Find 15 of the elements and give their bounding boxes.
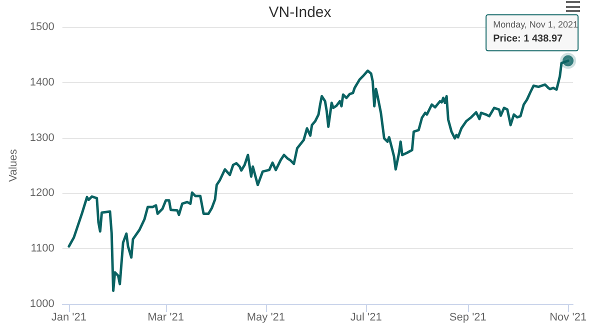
annotation: Monday, Nov 1, 2021 Price: 1 438.97 <box>493 19 578 44</box>
y-tick-label: 1400 <box>30 76 54 88</box>
y-tick-label: 1300 <box>30 132 54 144</box>
x-tick-label: Sep '21 <box>449 312 486 324</box>
y-tick-label: 1500 <box>30 21 54 33</box>
x-tick-label: Nov '21 <box>550 312 587 324</box>
x-tick-label: Jul '21 <box>350 312 382 324</box>
x-tick-label: May '21 <box>246 312 286 324</box>
x-tick-label: Jan '21 <box>51 312 87 324</box>
y-axis-title: Values <box>8 148 20 182</box>
x-tick-label: Mar '21 <box>148 312 184 324</box>
y-tick-label: 1200 <box>30 187 54 200</box>
y-tick-label: 1100 <box>30 242 54 255</box>
chart-title: VN-Index <box>268 4 332 21</box>
y-tick-label: 1000 <box>30 298 54 310</box>
